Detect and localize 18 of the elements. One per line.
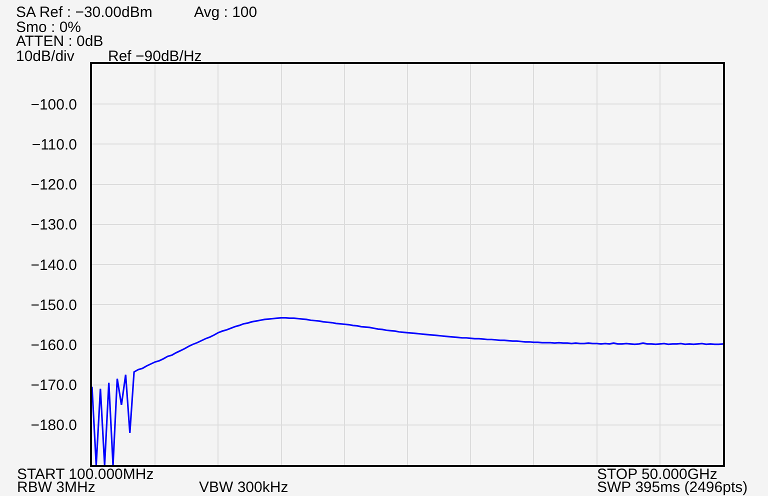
y-tick-label: −180.0 [30, 417, 77, 434]
y-tick-label: −110.0 [32, 136, 77, 154]
text: Avg : 100 [194, 4, 258, 21]
text: SA Ref : −30.00dBm [16, 4, 152, 21]
y-tick-label: −140.0 [30, 256, 77, 274]
y-tick-label: −170.0 [30, 377, 77, 394]
y-tick-label: −120.0 [30, 176, 77, 194]
text: ATTEN : 0dB [16, 33, 104, 50]
y-tick-label: −100.0 [30, 96, 77, 114]
text: Smo : 0% [16, 19, 82, 36]
y-tick-label: −130.0 [30, 216, 77, 234]
text: SWP 395ms (2496pts) [597, 479, 748, 496]
text: VBW 300kHz [199, 479, 288, 496]
line-series [92, 317, 723, 465]
y-tick-label: −150.0 [30, 296, 77, 314]
y-axis-title: 10dB/div [16, 48, 75, 65]
annotation: Ref −90dB/Hz [108, 48, 202, 65]
y-tick-label: −160.0 [30, 336, 77, 354]
